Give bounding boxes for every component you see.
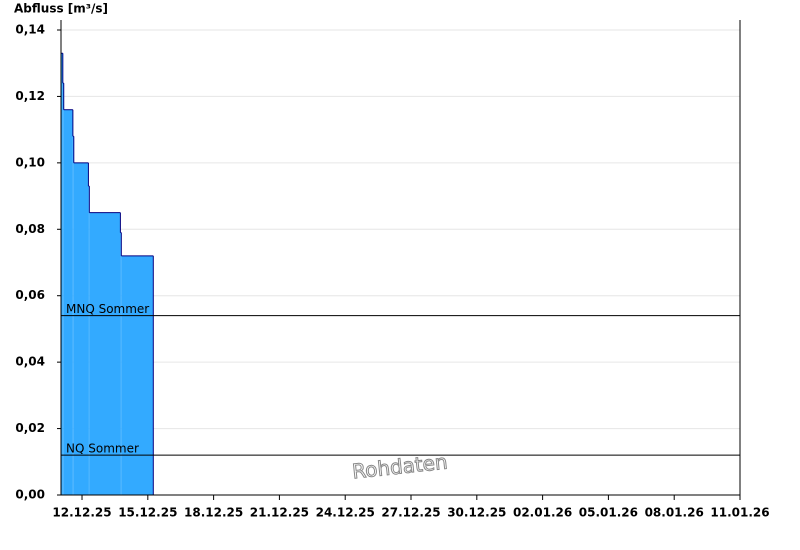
area-step (121, 255, 154, 495)
reference-label: NQ Sommer (66, 442, 139, 456)
x-tick-label: 08.01.26 (645, 506, 704, 520)
reference-label: MNQ Sommer (66, 302, 149, 316)
x-tick-label: 27.12.25 (381, 506, 440, 520)
y-tick-label: 0,08 (15, 222, 45, 236)
y-tick-label: 0,02 (15, 421, 45, 435)
area-step (61, 53, 63, 495)
y-tick-label: 0,06 (15, 288, 45, 302)
y-tick-label: 0,14 (15, 23, 45, 37)
x-tick-label: 12.12.25 (52, 506, 111, 520)
y-tick-label: 0,04 (15, 355, 45, 369)
x-tick-label: 30.12.25 (447, 506, 506, 520)
y-tick-label: 0,10 (15, 155, 45, 169)
x-tick-label: 15.12.25 (118, 506, 177, 520)
area-step (62, 83, 64, 496)
area-step (73, 162, 89, 495)
x-tick-label: 18.12.25 (184, 506, 243, 520)
x-tick-label: 21.12.25 (250, 506, 309, 520)
x-tick-label: 02.01.26 (513, 506, 572, 520)
area-step (88, 186, 90, 495)
y-tick-label: 0,12 (15, 89, 45, 103)
x-tick-label: 05.01.26 (579, 506, 638, 520)
chart-title: Abfluss [m³/s] (14, 2, 108, 16)
area-step (89, 212, 121, 495)
x-tick-label: 11.01.26 (710, 506, 769, 520)
x-tick-label: 24.12.25 (316, 506, 375, 520)
area-step (120, 232, 122, 495)
area-step (63, 109, 73, 495)
y-tick-label: 0,00 (15, 488, 45, 502)
